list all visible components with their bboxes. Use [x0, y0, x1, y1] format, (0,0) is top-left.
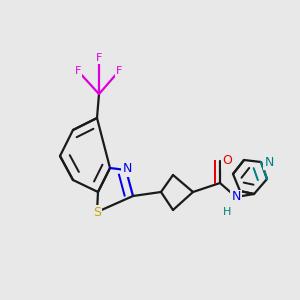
Text: F: F: [96, 53, 102, 63]
Text: N: N: [264, 155, 274, 169]
Text: N: N: [122, 163, 132, 176]
Text: H: H: [223, 207, 231, 217]
Text: N: N: [231, 190, 241, 203]
Text: O: O: [222, 154, 232, 167]
Text: F: F: [116, 66, 122, 76]
Text: S: S: [93, 206, 101, 218]
Text: F: F: [75, 66, 81, 76]
